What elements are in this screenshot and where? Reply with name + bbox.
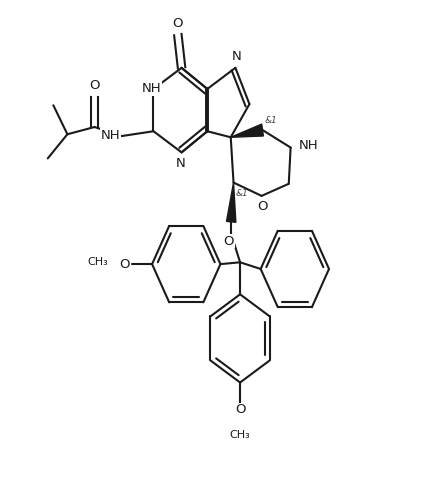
Text: O: O bbox=[89, 79, 100, 92]
Text: NH: NH bbox=[299, 139, 319, 152]
Text: N: N bbox=[232, 51, 242, 63]
Text: O: O bbox=[235, 403, 245, 416]
Text: CH₃: CH₃ bbox=[230, 430, 251, 440]
Text: O: O bbox=[119, 258, 130, 271]
Text: CH₃: CH₃ bbox=[88, 257, 109, 267]
Text: N: N bbox=[176, 157, 186, 170]
Polygon shape bbox=[231, 124, 263, 137]
Text: O: O bbox=[257, 200, 267, 213]
Text: NH: NH bbox=[141, 82, 161, 95]
Polygon shape bbox=[226, 183, 236, 222]
Text: NH: NH bbox=[100, 129, 120, 142]
Text: O: O bbox=[223, 235, 234, 247]
Text: O: O bbox=[173, 17, 183, 30]
Text: &1: &1 bbox=[235, 188, 248, 198]
Text: &1: &1 bbox=[265, 116, 278, 125]
